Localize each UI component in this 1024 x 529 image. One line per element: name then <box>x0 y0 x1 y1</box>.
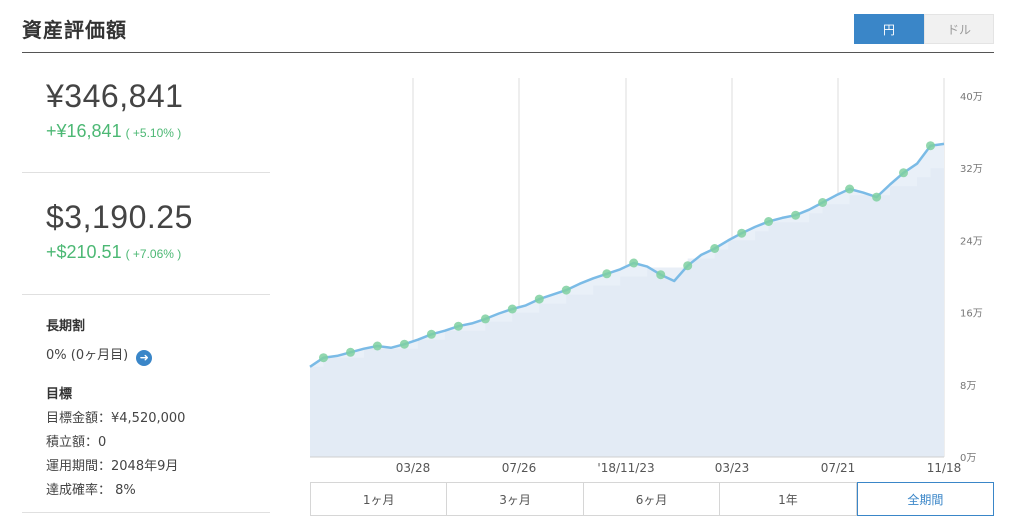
y-tick-label: 32万 <box>960 164 983 175</box>
asset-value-chart: 0万 8万 16万 24万 32万 40万 03/28 07/26 '18/11/23 03/23… <box>309 78 983 475</box>
value-line <box>309 142 945 368</box>
long-term-label: 長期割 <box>46 319 86 334</box>
deposit-marker <box>534 294 544 304</box>
y-tick-label: 16万 <box>960 309 983 320</box>
x-tick-label: 03/23 <box>715 461 750 475</box>
deposit-marker <box>656 270 666 280</box>
divider <box>22 172 270 173</box>
goal-label: 目標 <box>46 387 73 402</box>
currency-dollar-button[interactable]: ドル <box>924 14 994 44</box>
divider <box>22 512 270 513</box>
usd-change: +$210.51( +7.06% ) <box>46 242 181 263</box>
usd-change-amount: +$210.51 <box>46 242 122 262</box>
currency-toggle: 円 ドル <box>854 14 994 44</box>
deposit-marker <box>372 341 382 351</box>
currency-yen-button[interactable]: 円 <box>854 14 924 44</box>
deposit-marker <box>602 269 612 279</box>
x-tick-label: 07/21 <box>821 461 856 475</box>
goal-probability: 達成確率： 8% <box>46 483 136 498</box>
goal-contribution: 積立額：0 <box>46 435 107 450</box>
divider <box>22 294 270 295</box>
usd-total-value: $3,190.25 <box>46 199 193 235</box>
jpy-change: +¥16,841( +5.10% ) <box>46 121 181 142</box>
deposit-marker <box>737 228 747 238</box>
deposit-marker <box>926 141 935 151</box>
x-tick-label: 11/18 <box>927 461 962 475</box>
usd-change-pct: ( +7.06% ) <box>125 247 182 261</box>
page-title: 資産評価額 <box>22 18 127 42</box>
deposit-marker <box>480 314 490 324</box>
long-term-value: 0% (0ヶ月目) <box>46 348 129 363</box>
x-tick-label: 07/26 <box>502 461 537 475</box>
deposit-marker <box>899 168 908 178</box>
deposit-area <box>310 168 944 457</box>
jpy-total-value: ¥346,841 <box>46 78 184 114</box>
deposit-marker <box>818 198 828 207</box>
deposit-marker <box>399 339 409 349</box>
range-tab-1m[interactable]: 1ヶ月 <box>310 482 448 516</box>
title-divider <box>22 52 994 53</box>
jpy-change-amount: +¥16,841 <box>46 121 122 141</box>
y-tick-label: 40万 <box>960 92 983 103</box>
deposit-marker <box>426 329 436 339</box>
range-tab-6m[interactable]: 6ヶ月 <box>583 482 721 516</box>
goal-period: 運用期間：2048年9月 <box>46 459 179 474</box>
deposit-marker <box>561 285 571 295</box>
goal-amount: 目標金額：¥4,520,000 <box>46 411 186 426</box>
deposit-marker <box>507 304 517 314</box>
deposit-marker <box>710 244 720 253</box>
y-tick-label: 0万 <box>960 453 976 464</box>
deposit-marker <box>683 261 693 271</box>
x-tick-label: '18/11/23 <box>597 461 654 475</box>
deposit-marker <box>346 347 355 357</box>
range-tab-3m[interactable]: 3ヶ月 <box>447 482 584 516</box>
range-tabs: 1ヶ月 3ヶ月 6ヶ月 1年 全期間 <box>310 482 995 516</box>
x-tick-label: 03/28 <box>396 461 431 475</box>
deposit-marker <box>453 321 463 331</box>
deposit-marker <box>764 217 774 226</box>
long-term-value-row: 0% (0ヶ月目) ➜ <box>46 344 153 366</box>
deposit-marker <box>872 192 882 202</box>
jpy-change-pct: ( +5.10% ) <box>125 126 182 140</box>
deposit-marker <box>845 184 855 194</box>
y-tick-label: 24万 <box>960 236 983 247</box>
arrow-right-icon[interactable]: ➜ <box>136 350 153 366</box>
deposit-marker <box>629 258 639 268</box>
range-tab-1y[interactable]: 1年 <box>720 482 857 516</box>
y-tick-label: 8万 <box>960 381 976 392</box>
deposit-marker <box>791 210 801 220</box>
range-tab-all[interactable]: 全期間 <box>856 482 995 516</box>
deposit-marker <box>319 353 328 363</box>
